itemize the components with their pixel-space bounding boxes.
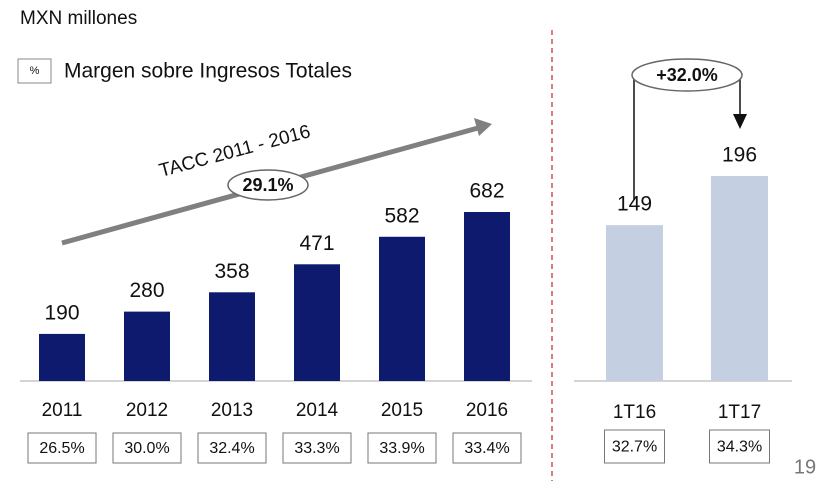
legend-label: Margen sobre Ingresos Totales [64, 60, 352, 83]
margin-box [367, 432, 437, 464]
cagr-value: 29.1% [242, 175, 293, 195]
margin-box [452, 432, 522, 464]
arrow-head [474, 118, 492, 136]
legend-symbol: % [30, 65, 40, 77]
bar [124, 311, 170, 381]
margin-box [197, 432, 267, 464]
category-label: 2011 [42, 400, 83, 421]
growth-ellipse [631, 58, 743, 92]
margin-label: 33.3% [294, 440, 339, 457]
value-label: 280 [129, 279, 164, 302]
category-label: 2012 [126, 400, 168, 421]
category-label: 2016 [466, 400, 508, 421]
margin-label: 32.7% [612, 439, 657, 456]
category-label: 2014 [296, 400, 339, 421]
bar [294, 264, 340, 381]
bar [464, 212, 510, 381]
bar [39, 333, 85, 381]
margin-label: 32.4% [209, 440, 254, 457]
legend-box [17, 58, 52, 84]
growth-value: +32.0% [656, 65, 718, 85]
bar [379, 236, 425, 381]
margin-label: 30.0% [124, 440, 169, 457]
value-label: 358 [214, 260, 249, 283]
margin-label: 34.3% [717, 439, 762, 456]
category-label: 2013 [211, 400, 253, 421]
margin-box [112, 432, 182, 464]
value-label: 682 [469, 180, 504, 203]
value-label: 196 [722, 144, 757, 167]
margin-box [709, 429, 770, 464]
margin-label: 33.4% [464, 440, 509, 457]
page-number: 19 [794, 456, 816, 478]
value-label: 471 [299, 232, 334, 255]
unit: MXN millones [20, 8, 137, 29]
category-label: 1T17 [718, 402, 761, 423]
category-label: 2015 [381, 400, 423, 421]
margin-label: 33.9% [379, 440, 424, 457]
bar [606, 225, 663, 381]
value-label: 582 [384, 204, 419, 227]
margin-box [604, 429, 665, 464]
cagr-ellipse [227, 169, 309, 201]
bar [209, 292, 255, 381]
margin-label: 26.5% [39, 440, 84, 457]
margin-box [282, 432, 352, 464]
bar [711, 176, 768, 381]
category-label: 1T16 [613, 402, 656, 423]
value-label: 190 [44, 301, 79, 324]
arrow-head [733, 114, 747, 129]
margin-box [27, 432, 97, 464]
value-label: 149 [617, 193, 652, 216]
